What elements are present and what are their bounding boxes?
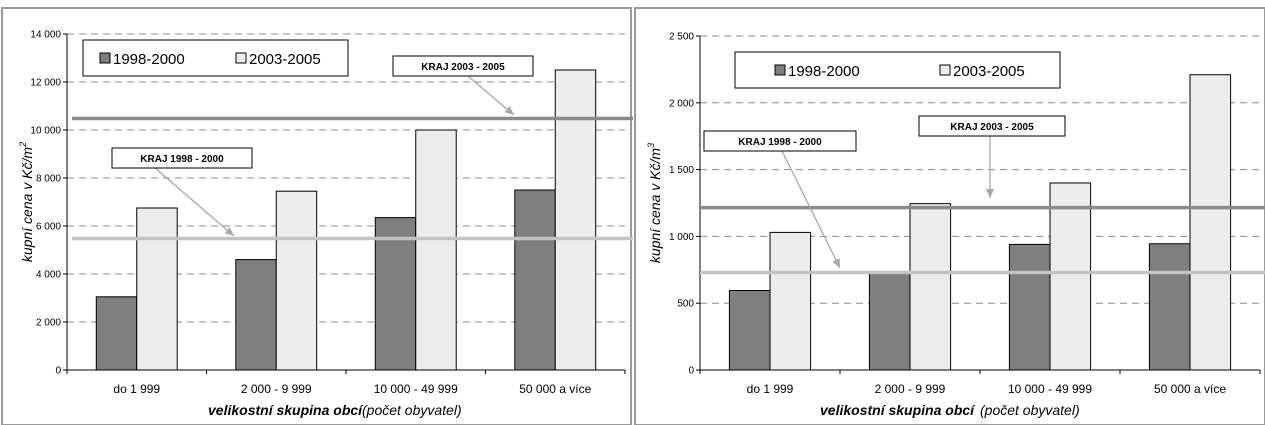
legend-entry: 2003-2005 <box>249 51 321 68</box>
y-tick-label: 10 000 <box>30 126 61 137</box>
legend-swatch <box>235 52 247 64</box>
y-tick-label: 8 000 <box>36 174 61 185</box>
x-axis-title-bold: velikostní skupina obcí <box>820 402 976 418</box>
y-tick-label: 2 500 <box>669 32 694 43</box>
bar-1998-2000-1 <box>728 290 771 371</box>
bar-2003-2005-2 <box>909 203 952 371</box>
callout-arrow <box>467 75 515 116</box>
bar-1998-2000-4 <box>514 189 556 371</box>
y-axis-title-superscript: 2 <box>18 142 28 148</box>
x-axis-title-bold: velikostní skupina obcí <box>208 402 364 418</box>
callout-arrow <box>781 150 841 269</box>
y-tick-label: 1 500 <box>669 165 694 176</box>
bar-1998-2000-3 <box>374 217 417 371</box>
callout-arrowhead <box>832 258 840 268</box>
bar-2003-2005-3 <box>415 129 457 371</box>
y-axis-title: kupní cena v Kč/m3 <box>646 143 663 263</box>
x-category-label: 10 000 - 49 999 <box>1008 382 1092 396</box>
y-axis-title-superscript: 3 <box>646 143 656 148</box>
bar-1998-2000-1 <box>95 296 138 371</box>
x-category-label: 2 000 - 9 999 <box>875 382 946 396</box>
y-tick-label: 2 000 <box>36 318 61 329</box>
x-axis-title-rest: (počet obyvatel) <box>362 402 462 418</box>
y-tick-label: 0 <box>688 366 694 377</box>
callout-arrowhead <box>504 106 514 115</box>
x-category-label: do 1 999 <box>113 382 160 396</box>
x-category-label: do 1 999 <box>747 382 794 396</box>
legend-box <box>734 51 1061 89</box>
callout-box <box>111 147 253 169</box>
y-axis-title-main: kupní cena v Kč/m <box>19 147 35 263</box>
callout-label: KRAJ 2003 - 2005 <box>950 122 1034 133</box>
bar-1998-2000-3 <box>1008 243 1051 371</box>
bar-2003-2005-2 <box>275 190 318 371</box>
x-category-label: 10 000 - 49 999 <box>374 382 458 396</box>
legend-entry: 1998-2000 <box>788 63 860 80</box>
callout-box <box>918 115 1066 137</box>
y-tick-label: 2 000 <box>669 98 694 109</box>
chart-panel-1: 0 2 000 4 000 6 000 8 000 10 000 12 000 14 000 d… <box>1 7 633 425</box>
y-tick-label: 1 000 <box>669 232 694 243</box>
legend-swatch <box>99 52 111 64</box>
bar-2003-2005-1 <box>769 231 812 371</box>
callout-label: KRAJ 1998 - 2000 <box>140 154 224 165</box>
legend-entry: 1998-2000 <box>113 51 185 68</box>
legend-entry: 2003-2005 <box>953 63 1025 80</box>
chart-panel-2: 0 500 1 000 1 500 2 000 2 500 do 1 999 2 000 - … <box>634 7 1265 425</box>
legend-swatch <box>774 64 786 76</box>
callout-label: KRAJ 1998 - 2000 <box>738 137 822 148</box>
bar-2003-2005-4 <box>554 69 597 371</box>
bar-1998-2000-4 <box>1148 243 1191 371</box>
y-tick-label: 500 <box>677 299 694 310</box>
bar-1998-2000-2 <box>868 272 911 371</box>
legend-box <box>82 39 349 77</box>
y-tick-label: 4 000 <box>36 270 61 281</box>
callout-box <box>392 55 534 77</box>
y-tick-label: 14 000 <box>30 30 61 41</box>
callout-arrowhead <box>986 189 994 198</box>
x-category-label: 50 000 a více <box>519 382 591 396</box>
y-tick-label: 6 000 <box>36 222 61 233</box>
y-tick-label: 0 <box>55 366 61 377</box>
legend-swatch <box>939 64 951 76</box>
bar-2003-2005-4 <box>1189 74 1232 371</box>
y-axis-title-main: kupní cena v Kč/m <box>647 148 663 264</box>
callout-label: KRAJ 2003 - 2005 <box>421 62 505 73</box>
y-tick-label: 12 000 <box>30 78 61 89</box>
callout-arrowhead <box>224 227 234 236</box>
x-category-label: 50 000 a více <box>1154 382 1226 396</box>
y-axis-title: kupní cena v Kč/m2 <box>18 142 35 262</box>
bar-2003-2005-1 <box>136 207 178 371</box>
x-axis-title-rest: (počet obyvatel) <box>980 402 1080 418</box>
callout-box <box>703 130 857 152</box>
bar-2003-2005-3 <box>1049 182 1092 371</box>
bar-1998-2000-2 <box>235 259 277 371</box>
callout-arrow <box>154 167 235 237</box>
x-category-label: 2 000 - 9 999 <box>241 382 312 396</box>
